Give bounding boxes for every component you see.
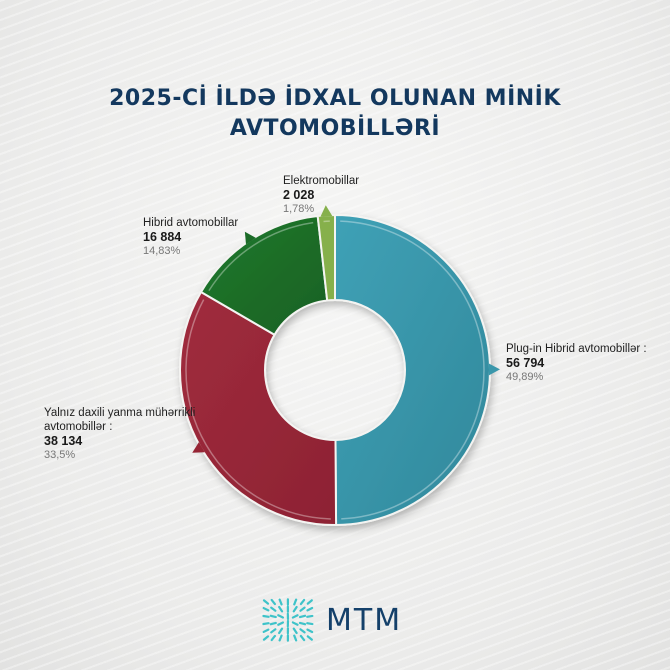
segment-plugin-hybrid bbox=[334, 213, 491, 527]
label-plugin-pct: 49,89% bbox=[506, 371, 544, 383]
label-ice-pct: 33,5% bbox=[44, 449, 76, 461]
pointer-icon bbox=[320, 205, 333, 217]
starburst-grid-icon bbox=[262, 598, 314, 642]
label-ice-name-2: avtomobillər : bbox=[44, 421, 113, 433]
logo-text: MTM bbox=[326, 602, 403, 638]
label-plugin-name: Plug-in Hibrid avtomobillər : bbox=[506, 343, 647, 355]
label-hybrid-value: 16 884 bbox=[143, 230, 182, 244]
label-hybrid-name: Hibrid avtomobillar bbox=[143, 217, 239, 229]
segment-ice bbox=[179, 290, 338, 526]
segment-highlight bbox=[208, 221, 314, 292]
pointer-icon bbox=[244, 231, 256, 245]
segment-highlight bbox=[340, 220, 485, 520]
label-hybrid-pct: 14,83% bbox=[143, 245, 181, 257]
label-ice-name-1: Yalnız daxili yanma mühərrikli bbox=[44, 407, 196, 419]
pointer-icon bbox=[488, 363, 500, 376]
label-hybrid: Hibrid avtomobillar 16 884 14,83% bbox=[143, 216, 238, 258]
label-electric-value: 2 028 bbox=[283, 188, 315, 202]
chart-title: 2025-Cİ İLDƏ İDXAL OLUNAN MİNİK AVTOMOBİ… bbox=[0, 84, 670, 144]
label-plugin-hybrid: Plug-in Hibrid avtomobillər : 56 794 49,… bbox=[506, 342, 647, 384]
label-ice-value: 38 134 bbox=[44, 434, 83, 448]
label-ice: Yalnız daxili yanma mühərrikli avtomobil… bbox=[44, 406, 195, 462]
label-electric-name: Elektromobillar bbox=[283, 175, 360, 187]
mtm-logo: MTM bbox=[262, 598, 402, 642]
pointer-icon bbox=[192, 442, 205, 453]
segment-highlight bbox=[185, 299, 331, 520]
title-line-2: AVTOMOBİLLƏRİ bbox=[229, 116, 441, 141]
title-line-1: 2025-Cİ İLDƏ İDXAL OLUNAN MİNİK bbox=[109, 86, 561, 111]
label-electric-pct: 1,78% bbox=[283, 203, 315, 215]
label-plugin-value: 56 794 bbox=[506, 356, 545, 370]
label-electric: Elektromobillar 2 028 1,78% bbox=[283, 174, 359, 216]
